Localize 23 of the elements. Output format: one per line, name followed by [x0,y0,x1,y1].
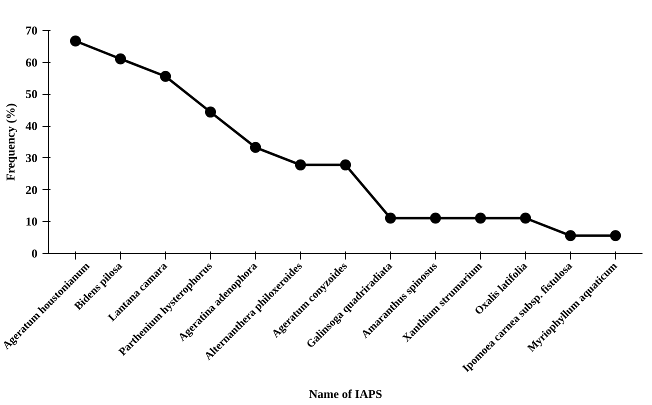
point [520,212,531,224]
point [295,159,306,170]
point [115,53,126,64]
point [385,212,396,224]
y-tick-label: 60 [26,55,38,70]
point [250,142,261,153]
point [205,106,216,118]
y-axis-title: Frequency (%) [4,103,18,181]
y-tick-label: 40 [26,119,38,134]
y-tick-label: 30 [26,150,38,165]
x-axis-title: Name of IAPS [308,386,382,401]
y-tick-label: 50 [26,87,38,102]
point [160,70,171,82]
y-tick-label: 70 [26,24,38,38]
point [565,230,576,242]
point [430,212,441,224]
point [610,230,621,242]
y-tick-label: 10 [26,214,38,229]
point [70,36,81,47]
point [475,212,486,224]
point [340,159,351,170]
y-tick-label: 0 [32,246,38,260]
y-tick-label: 20 [26,182,38,197]
